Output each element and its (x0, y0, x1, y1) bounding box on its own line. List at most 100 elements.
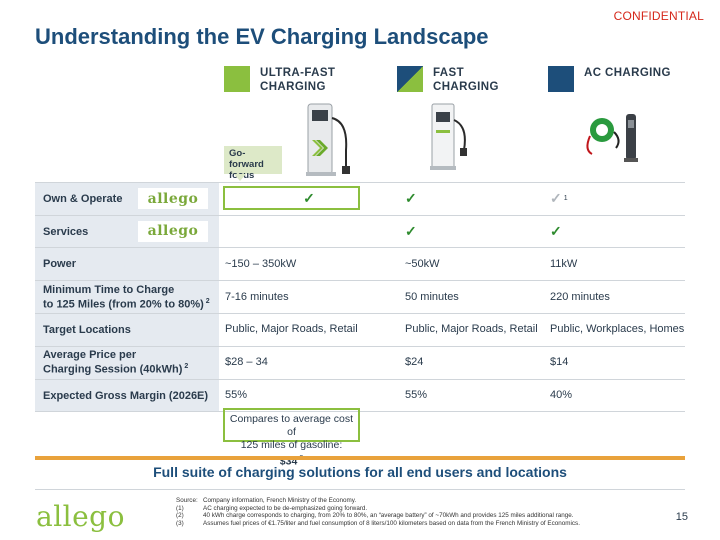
footnotes: Source: Company information, French Minis… (176, 497, 580, 527)
label-line: Minimum Time to Charge (43, 283, 175, 296)
row-label: Expected Gross Margin (2026E) (35, 379, 219, 412)
footnote-key: Source: (176, 497, 198, 504)
table-row: Target Locations Public, Major Roads, Re… (35, 314, 685, 347)
logo-text: allego (147, 190, 199, 207)
cell-value: Public, Workplaces, Homes (550, 323, 685, 336)
footnote-row: (1) AC charging expected to be de-emphasi… (176, 505, 580, 513)
table-row: Services allego ✓ ✓ (35, 215, 685, 249)
footnote-text: AC charging expected to be de-emphasized… (203, 504, 368, 512)
footnote-row: (3) Assumes fuel prices of €1.75/liter an… (176, 520, 580, 528)
cell: $28 – 34 (219, 347, 399, 379)
cell-value: 50 minutes (405, 290, 459, 303)
split-square-icon (397, 66, 423, 92)
cell-value: 11kW (550, 257, 578, 270)
comparison-table: Own & Operate allego ✓ ✓ ✓ 1 Services all… (35, 182, 685, 413)
column-header-ac: AC CHARGING (548, 66, 674, 92)
footer-divider (35, 489, 685, 490)
column-label: FAST CHARGING (433, 67, 499, 93)
row-label-text: Own & Operate (43, 192, 123, 205)
table-row: Expected Gross Margin (2026E) 55% 55% 40… (35, 379, 685, 413)
cell: Public, Major Roads, Retail (219, 314, 399, 346)
ac-charger-icon (586, 114, 638, 162)
green-square-icon (224, 66, 250, 92)
check-icon: ✓ (405, 190, 417, 207)
cell: 55% (219, 380, 399, 412)
footnote-text: 40 kWh charge corresponds to charging, f… (203, 512, 574, 520)
allego-logo: allego (36, 500, 125, 533)
row-label-text: Services (43, 225, 89, 238)
footnote-ref: 2 (184, 363, 189, 371)
summary-statement: Full suite of charging solutions for all… (153, 464, 567, 480)
row-label-text: Power (43, 258, 77, 271)
cell: Public, Workplaces, Homes (544, 314, 685, 346)
callout-line: Compares to average cost of (229, 413, 354, 438)
footnote-key: (2) (176, 512, 184, 520)
cell: Public, Major Roads, Retail (399, 314, 544, 346)
footnote-key: (1) (176, 504, 184, 512)
check-icon: ✓ (550, 190, 562, 207)
cell-value: $28 – 34 (225, 356, 268, 369)
footnote-ref: 2 (205, 297, 210, 305)
cell: 50 minutes (399, 281, 544, 313)
footnote-key: (3) (176, 519, 184, 527)
footnote-text: Assumes fuel prices of €1.75/liter and f… (203, 519, 580, 527)
confidential-label: CONFIDENTIAL (613, 9, 704, 23)
row-label-text: Target Locations (43, 323, 131, 336)
label-line: to 125 Miles (from 20% to 80%) (43, 298, 204, 311)
cell: $14 (544, 347, 685, 379)
page-title: Understanding the EV Charging Landscape (35, 24, 489, 49)
cell-value: $14 (550, 356, 569, 369)
gasoline-comparison-callout: Compares to average cost of 125 miles of… (223, 408, 360, 468)
label-line: Average Price per (43, 349, 137, 362)
cell-value: 40% (550, 389, 573, 402)
cell: ✓ (399, 216, 544, 248)
column-header-ultra-fast: ULTRA-FAST CHARGING (224, 66, 350, 94)
table-row: Power ~150 – 350kW ~50kW 11kW (35, 248, 685, 282)
footnote-row: (2) 40 kWh charge corresponds to charging… (176, 512, 580, 520)
footnote-ref: 1 (563, 195, 568, 203)
cell-value: Public, Major Roads, Retail (405, 323, 538, 336)
check-icon: ✓ (405, 223, 417, 240)
row-label: Power (35, 248, 219, 281)
cell: ~150 – 350kW (219, 248, 399, 280)
row-label: Average Price per Charging Session (40kWh… (35, 346, 219, 379)
cell-value: ~50kW (405, 257, 440, 270)
row-label-text: Expected Gross Margin (2026E) (43, 389, 209, 402)
cell-value: 7-16 minutes (225, 290, 289, 303)
cell-value: Public, Major Roads, Retail (225, 323, 358, 336)
row-label-text: Minimum Time to Charge to 125 Miles (from… (43, 284, 210, 311)
column-header-fast: FAST CHARGING (397, 66, 523, 94)
go-forward-focus-callout: Go-forward focus (224, 146, 282, 181)
fast-charger-icon (430, 103, 467, 170)
row-label-text: Average Price per Charging Session (40kWh… (43, 349, 188, 376)
cell: ✓ (219, 183, 399, 215)
check-icon: ✓ (303, 190, 315, 207)
row-label: Own & Operate allego (35, 183, 219, 215)
cell-value: 220 minutes (550, 290, 610, 303)
row-label: Minimum Time to Charge to 125 Miles (from… (35, 281, 219, 314)
table-row: Own & Operate allego ✓ ✓ ✓ 1 (35, 183, 685, 216)
navy-square-icon (548, 66, 574, 92)
table-row: Average Price per Charging Session (40kWh… (35, 346, 685, 380)
allego-logo-small: allego (138, 188, 208, 209)
cell-value: ~150 – 350kW (225, 257, 297, 270)
table-row: Minimum Time to Charge to 125 Miles (from… (35, 281, 685, 315)
ultra-fast-focus-highlight (223, 186, 360, 210)
cell: 40% (544, 380, 685, 412)
cell: ~50kW (399, 248, 544, 280)
footnote-row: Source: Company information, French Minis… (176, 497, 580, 505)
cell: 7-16 minutes (219, 281, 399, 313)
column-label: AC CHARGING (584, 67, 671, 79)
check-icon: ✓ (550, 223, 562, 240)
ultra-fast-charger-icon (306, 103, 350, 176)
cell: 55% (399, 380, 544, 412)
column-label: ULTRA-FAST CHARGING (260, 67, 336, 93)
logo-text: allego (147, 223, 199, 240)
label-line: Charging Session (40kWh) (43, 364, 183, 377)
allego-logo-small: allego (138, 220, 208, 242)
cell-value: 55% (405, 389, 428, 402)
row-label: Services allego (35, 215, 219, 248)
callout-line: 125 miles of gasoline: (240, 439, 343, 451)
cell: 220 minutes (544, 281, 685, 313)
cell: ✓ (544, 216, 685, 248)
